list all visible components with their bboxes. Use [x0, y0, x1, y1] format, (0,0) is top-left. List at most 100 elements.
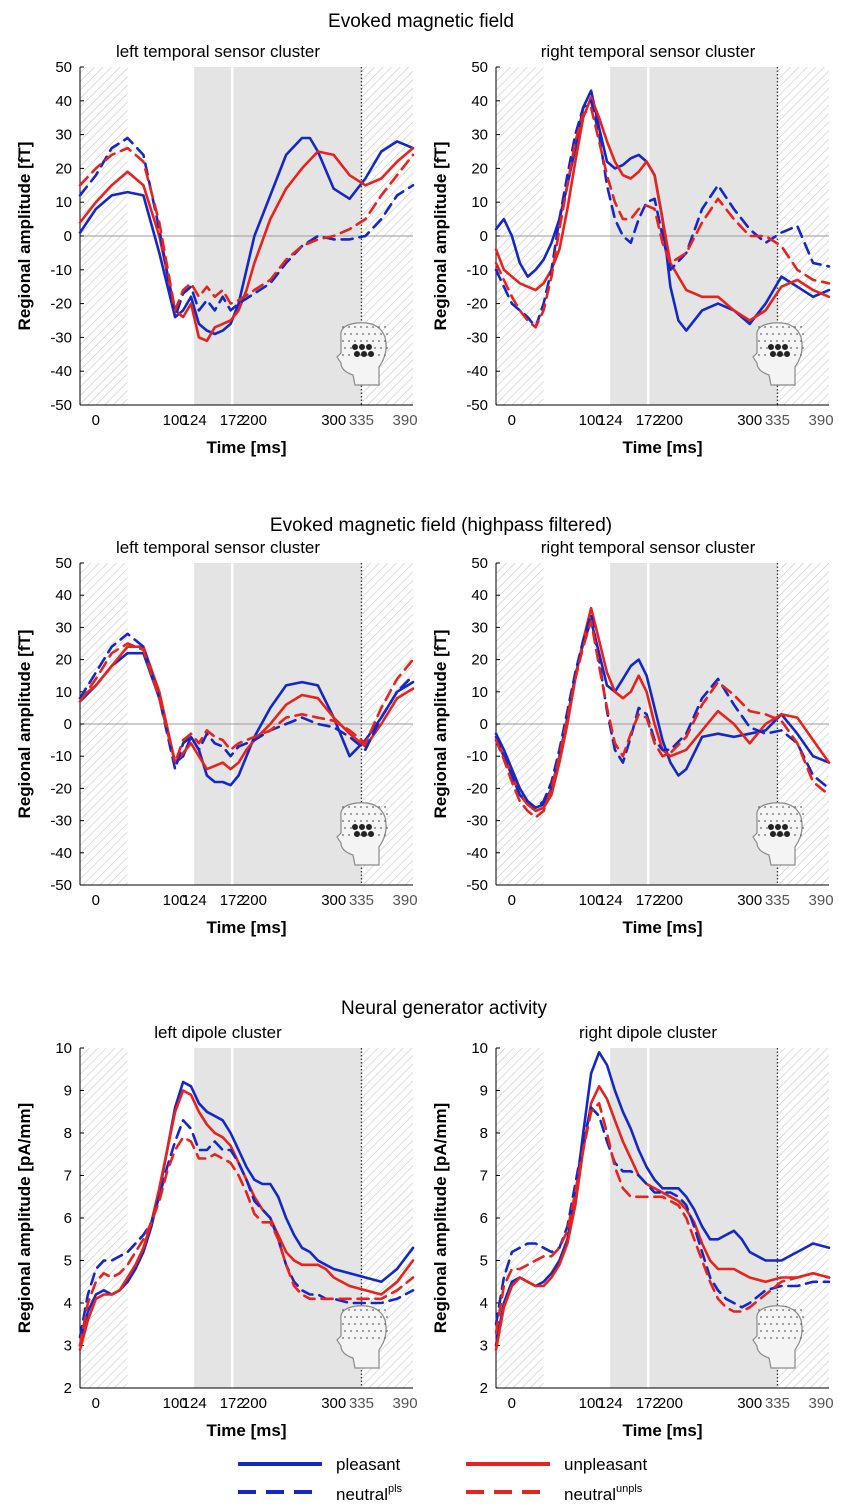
y-tick-label: -10 [466, 262, 488, 279]
x-tick-label: 100 [163, 412, 188, 429]
y-tick-label: 40 [471, 93, 488, 110]
y-tick-label: 50 [471, 59, 488, 76]
y-axis-label: Regional amplitude [fT] [431, 142, 450, 331]
y-tick-label: 40 [471, 587, 488, 604]
series-line-neutral-unpls [78, 642, 415, 764]
y-tick-label: 0 [480, 716, 488, 733]
x-tick-label: 100 [579, 412, 604, 429]
y-tick-label: 3 [480, 1338, 488, 1355]
legend: pleasant unpleasant neutralpls neutralun… [238, 1455, 647, 1504]
y-tick-label: 30 [55, 619, 72, 636]
legend-label-neutral-pls: neutralpls [336, 1483, 403, 1504]
x-tick-label: 300 [321, 892, 346, 909]
y-tick-label: -20 [466, 780, 488, 797]
legend-neutral-unpls-text: neutral [564, 1485, 616, 1504]
y-tick-label: 20 [471, 160, 488, 177]
x-tick-label: 300 [321, 1395, 346, 1412]
y-tick-label: -10 [50, 262, 72, 279]
x-tick-label: 335 [765, 412, 790, 429]
y-tick-label: 50 [55, 555, 72, 572]
head-sensor-icon [752, 802, 804, 866]
x-tick-label: 0 [508, 1395, 516, 1412]
y-tick-label: 20 [55, 160, 72, 177]
x-tick-label: 124 [182, 1395, 207, 1412]
x-tick-label: 172 [220, 892, 245, 909]
y-tick-label: 0 [64, 716, 72, 733]
y-tick-label: 40 [55, 93, 72, 110]
y-tick-label: 6 [64, 1210, 72, 1227]
y-tick-label: -50 [466, 397, 488, 414]
x-tick-label: 0 [92, 1395, 100, 1412]
x-tick-label: 172 [220, 412, 245, 429]
x-tick-label: 390 [809, 1395, 834, 1412]
y-tick-label: 10 [471, 194, 488, 211]
y-tick-label: -20 [50, 780, 72, 797]
x-tick-label: 390 [809, 412, 834, 429]
y-tick-label: 8 [64, 1125, 72, 1142]
series-line-unpleasant [78, 146, 415, 343]
series-line-neutral-pls [494, 1106, 831, 1326]
x-axis-label: Time [ms] [207, 438, 287, 457]
y-tick-label: -40 [50, 363, 72, 380]
x-tick-label: 200 [242, 412, 267, 429]
series-line-pleasant [78, 1080, 415, 1347]
y-tick-label: 10 [55, 684, 72, 701]
y-tick-label: 2 [64, 1380, 72, 1397]
y-tick-label: 8 [480, 1125, 488, 1142]
y-axis-label: Regional amplitude [pA/mm] [431, 1103, 450, 1333]
y-axis-label: Regional amplitude [pA/mm] [15, 1103, 34, 1333]
series-line-pleasant [494, 1051, 831, 1347]
x-axis-label: Time [ms] [623, 1421, 703, 1440]
x-tick-label: 100 [579, 892, 604, 909]
y-tick-label: 20 [55, 652, 72, 669]
panel-title: right temporal sensor cluster [541, 538, 756, 557]
y-tick-label: -10 [466, 748, 488, 765]
x-tick-label: 335 [349, 1395, 374, 1412]
series-line-neutral-pls [494, 99, 831, 329]
legend-label-neutral-unpls: neutralunpls [564, 1483, 643, 1504]
x-tick-label: 0 [508, 412, 516, 429]
x-axis-label: Time [ms] [207, 918, 287, 937]
x-tick-label: 0 [508, 892, 516, 909]
y-tick-label: 30 [55, 127, 72, 144]
x-axis-label: Time [ms] [623, 918, 703, 937]
y-tick-label: 4 [480, 1295, 488, 1312]
x-tick-label: 124 [598, 1395, 623, 1412]
x-tick-label: 335 [765, 1395, 790, 1412]
x-tick-label: 335 [349, 892, 374, 909]
y-tick-label: 10 [55, 1040, 72, 1057]
x-tick-label: 124 [598, 412, 623, 429]
legend-neutral-pls-text: neutral [336, 1485, 388, 1504]
y-tick-label: -50 [50, 877, 72, 894]
y-tick-label: -30 [50, 329, 72, 346]
x-tick-label: 390 [809, 892, 834, 909]
x-tick-label: 390 [393, 412, 418, 429]
x-tick-label: 335 [765, 892, 790, 909]
legend-label-pleasant: pleasant [336, 1455, 401, 1474]
x-tick-label: 300 [737, 412, 762, 429]
y-tick-label: 50 [55, 59, 72, 76]
y-tick-label: 20 [471, 652, 488, 669]
x-tick-label: 172 [636, 892, 661, 909]
x-tick-label: 390 [393, 1395, 418, 1412]
analysis-window [610, 1048, 778, 1388]
x-tick-label: 200 [242, 1395, 267, 1412]
panel-title: right dipole cluster [579, 1023, 717, 1042]
y-tick-label: -50 [50, 397, 72, 414]
y-tick-label: -30 [466, 813, 488, 830]
panel-title: left temporal sensor cluster [116, 42, 320, 61]
series-line-neutral-pls [78, 136, 415, 319]
y-tick-label: 10 [471, 1040, 488, 1057]
x-tick-label: 124 [182, 412, 207, 429]
y-tick-label: 40 [55, 587, 72, 604]
y-tick-label: -20 [50, 296, 72, 313]
series-line-neutral-unpls [78, 146, 415, 312]
y-tick-label: -30 [50, 813, 72, 830]
x-tick-label: 200 [658, 1395, 683, 1412]
head-sensor-icon [336, 322, 388, 386]
y-axis-label: Regional amplitude [fT] [431, 630, 450, 819]
baseline-hatch [80, 1048, 128, 1388]
